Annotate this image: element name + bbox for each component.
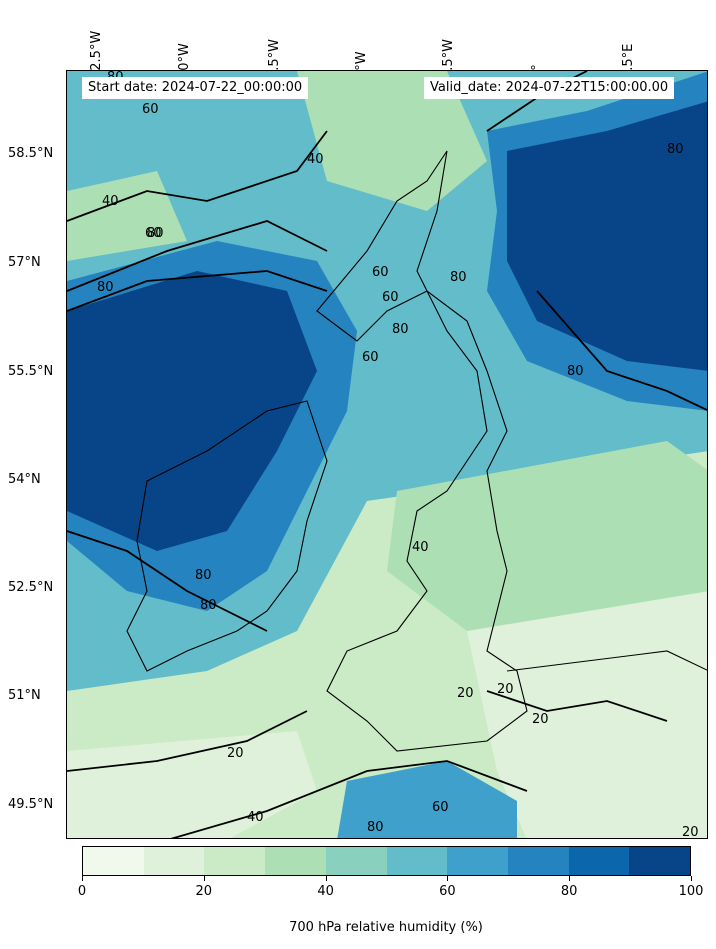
contour-label: 60 xyxy=(145,226,162,241)
contour-40-south xyxy=(170,760,528,838)
valid-date-label: Valid_date: 2024-07-22T15:00:00.00 xyxy=(424,77,675,99)
colorbar-tick xyxy=(325,876,327,881)
contour-label: 20 xyxy=(457,686,474,701)
start-date-label: Start date: 2024-07-22_00:00:00 xyxy=(82,77,309,99)
contour-60-west xyxy=(67,530,268,632)
contour-label: 20 xyxy=(682,825,699,839)
latitude-label: 49.5°N xyxy=(8,797,54,812)
contour-label: 80 xyxy=(97,280,114,295)
colorbar xyxy=(82,846,691,876)
contour-label: 20 xyxy=(532,712,549,727)
contour-label: 40 xyxy=(247,810,264,825)
colorbar-segment xyxy=(204,847,266,875)
contour-label: 60 xyxy=(372,265,389,280)
humidity-zone-north xyxy=(297,71,487,211)
contour-label: 40 xyxy=(412,540,429,555)
contour-label: 60 xyxy=(432,800,449,815)
contour-label: 20 xyxy=(227,746,244,761)
contour-20-south xyxy=(67,710,308,772)
colorbar-tick-label: 60 xyxy=(439,884,456,899)
colorbar-segment xyxy=(447,847,508,875)
colorbar-tick xyxy=(447,876,449,881)
latitude-label: 57°N xyxy=(8,255,41,270)
humidity-zone-south xyxy=(337,761,517,838)
contour-40 xyxy=(67,130,328,222)
latitude-label: 54°N xyxy=(8,472,41,487)
colorbar-segment xyxy=(507,847,569,875)
map-panel: 80 60 40 80 60 80 40 60 80 80 80 60 60 8… xyxy=(66,70,708,839)
colorbar-segment xyxy=(83,847,144,875)
contour-label: 60 xyxy=(362,350,379,365)
latitude-label: 51°N xyxy=(8,688,41,703)
colorbar-segment xyxy=(265,847,326,875)
france-coastline xyxy=(506,650,707,672)
colorbar-segment xyxy=(386,847,448,875)
contour-label: 80 xyxy=(367,820,384,835)
colorbar-tick-label: 20 xyxy=(195,884,213,899)
contour-label: 80 xyxy=(200,598,217,613)
contour-label: 40 xyxy=(307,152,324,167)
colorbar-segment xyxy=(568,847,630,875)
latitude-label: 58.5°N xyxy=(8,146,54,161)
great-britain-coastline xyxy=(316,150,528,752)
contour-label: 80 xyxy=(147,226,164,241)
latitude-label: 52.5°N xyxy=(8,580,54,595)
latitude-label: 55.5°N xyxy=(8,364,54,379)
contour-label: 40 xyxy=(102,194,119,209)
humidity-zone-40 xyxy=(387,441,707,631)
humidity-map: 80 60 40 80 60 80 40 60 80 80 80 60 60 8… xyxy=(67,71,707,839)
humidity-zone-90-east xyxy=(507,101,707,371)
colorbar-title: 700 hPa relative humidity (%) xyxy=(289,920,483,935)
contour-lines xyxy=(67,71,707,838)
humidity-zone-90-west xyxy=(67,271,317,551)
contour-label: 80 xyxy=(195,568,212,583)
contour-label: 80 xyxy=(450,270,467,285)
contour-60 xyxy=(67,220,328,292)
colorbar-tick xyxy=(569,876,571,881)
colorbar-tick-label: 0 xyxy=(77,884,87,899)
colorbar-segment xyxy=(629,847,691,875)
ireland-coastline xyxy=(126,400,328,672)
colorbar-tick xyxy=(82,876,83,881)
contour-label: 20 xyxy=(497,682,514,697)
contour-20-east xyxy=(486,690,668,722)
contour-80 xyxy=(67,270,328,312)
contour-label: 80 xyxy=(667,142,684,157)
colorbar-tick-label: 100 xyxy=(678,884,704,899)
contour-label: 80 xyxy=(392,322,409,337)
colorbar-segment xyxy=(325,847,387,875)
contour-label: 80 xyxy=(567,364,584,379)
colorbar-tick-label: 40 xyxy=(317,884,334,899)
contour-label: 60 xyxy=(382,290,399,305)
humidity-zone-20-west xyxy=(67,731,317,838)
contour-label: 60 xyxy=(142,102,159,117)
colorbar-tick-label: 80 xyxy=(560,884,578,899)
colorbar-segment xyxy=(143,847,205,875)
colorbar-tick xyxy=(691,876,692,881)
contour-80-east xyxy=(536,290,707,412)
colorbar-tick xyxy=(203,876,205,881)
coastlines xyxy=(126,150,707,752)
